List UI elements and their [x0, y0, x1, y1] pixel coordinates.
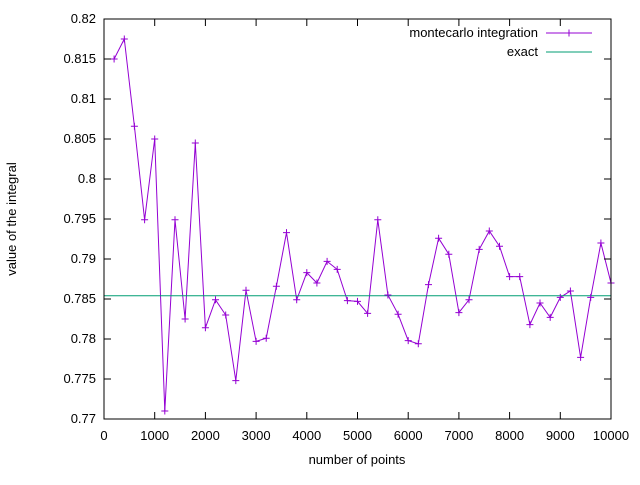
y-tick-label: 0.805 — [63, 131, 96, 146]
y-tick-label: 0.79 — [71, 251, 96, 266]
legend-marker-montecarlo — [565, 29, 573, 37]
legend-samples — [546, 29, 592, 53]
x-tick-label: 1000 — [140, 428, 169, 443]
x-tick-label: 2000 — [191, 428, 220, 443]
montecarlo-markers — [110, 35, 615, 415]
x-tick-label: 7000 — [444, 428, 473, 443]
y-tick-label: 0.785 — [63, 291, 96, 306]
montecarlo-line — [113, 37, 612, 412]
legend: montecarlo integration exact — [409, 25, 592, 59]
plot-border — [103, 18, 612, 420]
axes-layer: 0 1000 2000 3000 4000 5000 6000 7000 8000 9000 100… — [63, 11, 629, 443]
x-tick-label: 8000 — [495, 428, 524, 443]
y-tick-label: 0.81 — [71, 91, 96, 106]
x-tick-label: 6000 — [394, 428, 423, 443]
x-tick-label: 0 — [100, 428, 107, 443]
y-tick-label: 0.78 — [71, 331, 96, 346]
x-tick-label: 3000 — [242, 428, 271, 443]
y-tick-label: 0.77 — [71, 411, 96, 426]
x-tick-label: 10000 — [593, 428, 629, 443]
x-tick-label: 4000 — [292, 428, 321, 443]
x-tick-label: 9000 — [546, 428, 575, 443]
legend-label-exact: exact — [507, 44, 538, 59]
y-tick-label: 0.8 — [78, 171, 96, 186]
y-tick-label: 0.82 — [71, 11, 96, 26]
legend-label-montecarlo: montecarlo integration — [409, 25, 538, 40]
x-axis-title: number of points — [309, 452, 406, 467]
x-tick-label: 5000 — [343, 428, 372, 443]
y-tick-label: 0.815 — [63, 51, 96, 66]
y-tick-label: 0.795 — [63, 211, 96, 226]
y-axis-title: value of the integral — [4, 162, 19, 276]
series-layer — [104, 35, 615, 415]
y-tick-label: 0.775 — [63, 371, 96, 386]
